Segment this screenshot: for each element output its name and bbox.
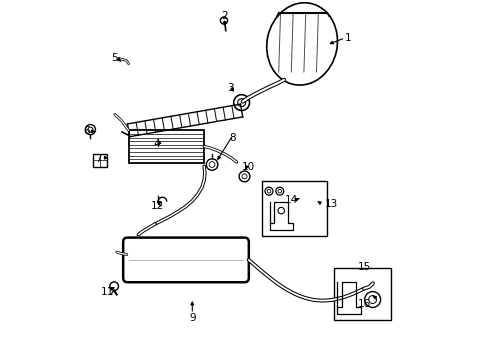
Text: 5: 5	[111, 53, 118, 63]
Text: 12: 12	[150, 201, 163, 211]
Text: 7: 7	[95, 154, 102, 164]
Text: 8: 8	[229, 132, 236, 143]
Text: 9: 9	[188, 312, 195, 323]
Bar	[333, 268, 390, 320]
Text: 11: 11	[100, 287, 113, 297]
Text: 1: 1	[345, 33, 351, 43]
Bar	[128, 130, 204, 163]
Text: 4: 4	[153, 139, 159, 149]
Text: 14: 14	[284, 195, 297, 205]
Text: 10: 10	[241, 162, 254, 172]
Text: 2: 2	[221, 11, 227, 21]
Text: 16: 16	[357, 299, 370, 309]
Bar	[261, 181, 326, 236]
Text: 15: 15	[357, 262, 370, 272]
Bar	[92, 154, 107, 167]
FancyBboxPatch shape	[123, 238, 248, 282]
Text: 6: 6	[83, 126, 90, 136]
Text: 13: 13	[324, 199, 337, 210]
Text: 3: 3	[226, 83, 233, 93]
